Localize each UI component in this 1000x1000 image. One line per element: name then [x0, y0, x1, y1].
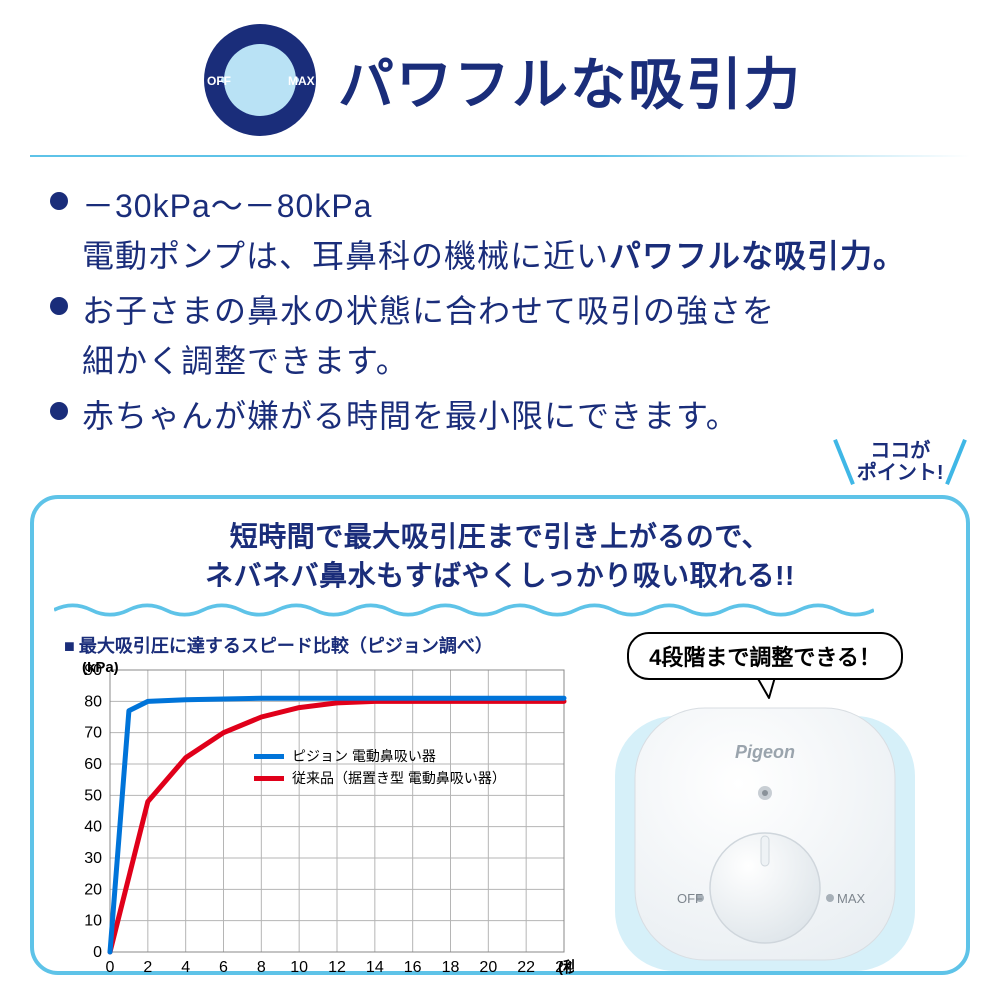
- bullet-dot-icon: [50, 192, 68, 210]
- svg-text:70: 70: [84, 725, 102, 742]
- svg-text:14: 14: [366, 959, 384, 976]
- svg-text:(kPa): (kPa): [82, 662, 119, 676]
- slash-icon: [834, 439, 856, 485]
- svg-text:22: 22: [517, 959, 535, 976]
- svg-text:50: 50: [84, 788, 102, 805]
- bullet-text: －30kPa～－80kPa 電動ポンプは、耳鼻科の機械に近いパワフルな吸引力。: [82, 182, 906, 281]
- divider: [30, 155, 970, 157]
- svg-text:20: 20: [84, 882, 102, 899]
- bullet-item: お子さまの鼻水の状態に合わせて吸引の強さを 細かく調整できます。: [50, 287, 960, 386]
- wave-divider-icon: [54, 603, 874, 617]
- product-panel: 4段階まで調整できる！: [584, 632, 946, 983]
- adjust-badge: 4段階まで調整できる！: [627, 632, 903, 680]
- dial-icon: OFF MAX: [200, 20, 320, 140]
- highlight-box: 短時間で最大吸引圧まで引き上がるので、 ネバネバ鼻水もすばやくしっかり吸い取れる…: [30, 495, 970, 975]
- legend-label: 従来品（据置き型 電動鼻吸い器）: [292, 767, 506, 789]
- svg-text:16: 16: [404, 959, 422, 976]
- svg-text:0: 0: [93, 944, 102, 961]
- header: OFF MAX パワフルな吸引力: [0, 0, 1000, 155]
- svg-text:6: 6: [219, 959, 228, 976]
- bullet-item: －30kPa～－80kPa 電動ポンプは、耳鼻科の機械に近いパワフルな吸引力。: [50, 182, 960, 281]
- bullet-item: 赤ちゃんが嫌がる時間を最小限にできます。: [50, 392, 960, 442]
- line-chart: 0102030405060708090024681012141618202224…: [54, 662, 574, 982]
- legend-item: 従来品（据置き型 電動鼻吸い器）: [254, 767, 506, 789]
- legend-swatch-icon: [254, 754, 284, 759]
- svg-text:30: 30: [84, 850, 102, 867]
- product-image: Pigeon OFF MAX: [605, 698, 925, 978]
- bullet-text: お子さまの鼻水の状態に合わせて吸引の強さを 細かく調整できます。: [82, 287, 775, 386]
- bullet-dot-icon: [50, 402, 68, 420]
- legend-label: ピジョン 電動鼻吸い器: [292, 745, 436, 767]
- page-title: パワフルな吸引力: [338, 40, 802, 121]
- svg-text:(秒): (秒): [558, 958, 574, 976]
- svg-text:12: 12: [328, 959, 346, 976]
- svg-text:OFF: OFF: [677, 891, 703, 906]
- chart-legend: ピジョン 電動鼻吸い器 従来品（据置き型 電動鼻吸い器）: [254, 745, 506, 790]
- svg-text:18: 18: [442, 959, 460, 976]
- svg-text:Pigeon: Pigeon: [735, 742, 795, 762]
- svg-text:MAX: MAX: [837, 891, 866, 906]
- svg-text:OFF: OFF: [207, 74, 231, 88]
- svg-text:20: 20: [479, 959, 497, 976]
- svg-text:60: 60: [84, 756, 102, 773]
- svg-text:4: 4: [181, 959, 190, 976]
- chart-container: 最大吸引圧に達するスピード比較（ピジョン調べ） 0102030405060708…: [54, 632, 574, 987]
- svg-text:0: 0: [106, 959, 115, 976]
- svg-text:8: 8: [257, 959, 266, 976]
- svg-text:40: 40: [84, 819, 102, 836]
- svg-text:10: 10: [84, 913, 102, 930]
- chart-caption: 最大吸引圧に達するスピード比較（ピジョン調べ）: [64, 632, 574, 658]
- svg-text:2: 2: [143, 959, 152, 976]
- svg-text:MAX: MAX: [288, 74, 315, 88]
- bullet-text: 赤ちゃんが嫌がる時間を最小限にできます。: [82, 392, 739, 442]
- svg-text:80: 80: [84, 694, 102, 711]
- bullet-dot-icon: [50, 297, 68, 315]
- legend-item: ピジョン 電動鼻吸い器: [254, 745, 506, 767]
- svg-text:10: 10: [290, 959, 308, 976]
- slash-icon: [945, 439, 967, 485]
- legend-swatch-icon: [254, 776, 284, 781]
- callout: ココがポイント!: [842, 438, 958, 486]
- bullet-list: －30kPa～－80kPa 電動ポンプは、耳鼻科の機械に近いパワフルな吸引力。 …: [0, 182, 1000, 458]
- box-title: 短時間で最大吸引圧まで引き上がるので、 ネバネバ鼻水もすばやくしっかり吸い取れる…: [54, 517, 946, 595]
- callout-text: ココがポイント!: [857, 440, 944, 484]
